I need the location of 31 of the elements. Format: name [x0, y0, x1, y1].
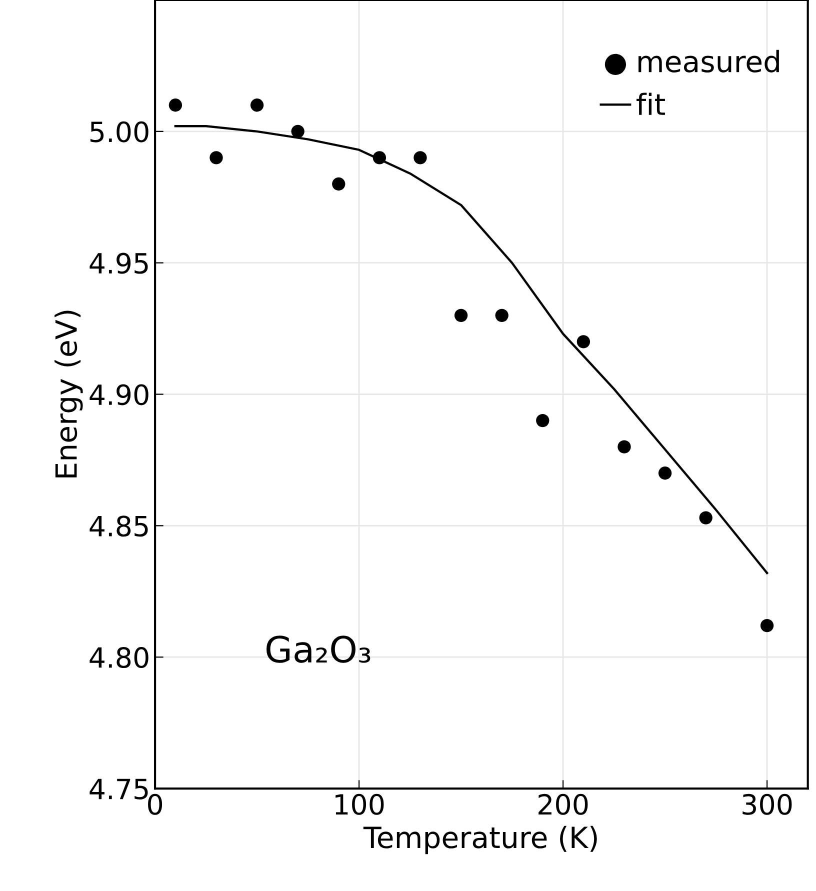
- point: [454, 308, 468, 322]
- point: [576, 335, 590, 348]
- line-series: [174, 125, 768, 574]
- y-tick-label: 4.95: [90, 252, 148, 274]
- point: [250, 98, 264, 112]
- point: [658, 466, 672, 480]
- point: [699, 511, 712, 524]
- point: [618, 440, 631, 454]
- legend-label: fit: [636, 92, 665, 115]
- point: [495, 308, 508, 322]
- x-axis-title: Temperature (K): [363, 826, 597, 854]
- x-tick-label: 0: [148, 794, 162, 815]
- point: [291, 124, 304, 138]
- point: [414, 151, 427, 164]
- y-tick-label: 5.00: [90, 121, 148, 142]
- y-tick-label: 4.75: [90, 778, 148, 800]
- point: [210, 151, 223, 164]
- point: [536, 414, 550, 428]
- y-tick-label: 4.90: [90, 384, 148, 406]
- x-tick-label: 200: [538, 794, 588, 815]
- y-tick-label: 4.85: [90, 516, 148, 537]
- y-tick-label: 4.80: [90, 647, 148, 668]
- x-tick-label: 300: [742, 794, 792, 815]
- point: [168, 98, 182, 112]
- x-tick-label: 100: [336, 794, 384, 815]
- legend-label: measured: [638, 50, 779, 72]
- point: [760, 618, 774, 632]
- point: [372, 151, 386, 164]
- annotation: Ga₂O₃: [266, 636, 370, 663]
- y-axis-title: Energy (eV): [54, 310, 83, 478]
- point: [332, 177, 346, 191]
